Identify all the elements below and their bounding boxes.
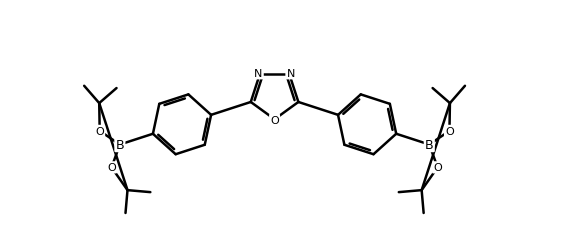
Text: B: B: [116, 138, 124, 151]
Text: N: N: [254, 69, 263, 79]
Text: N: N: [287, 69, 295, 79]
Text: O: O: [95, 126, 104, 136]
Text: O: O: [270, 116, 279, 125]
Text: O: O: [107, 163, 116, 173]
Text: O: O: [433, 163, 442, 173]
Text: O: O: [445, 126, 454, 136]
Text: B: B: [425, 138, 434, 151]
